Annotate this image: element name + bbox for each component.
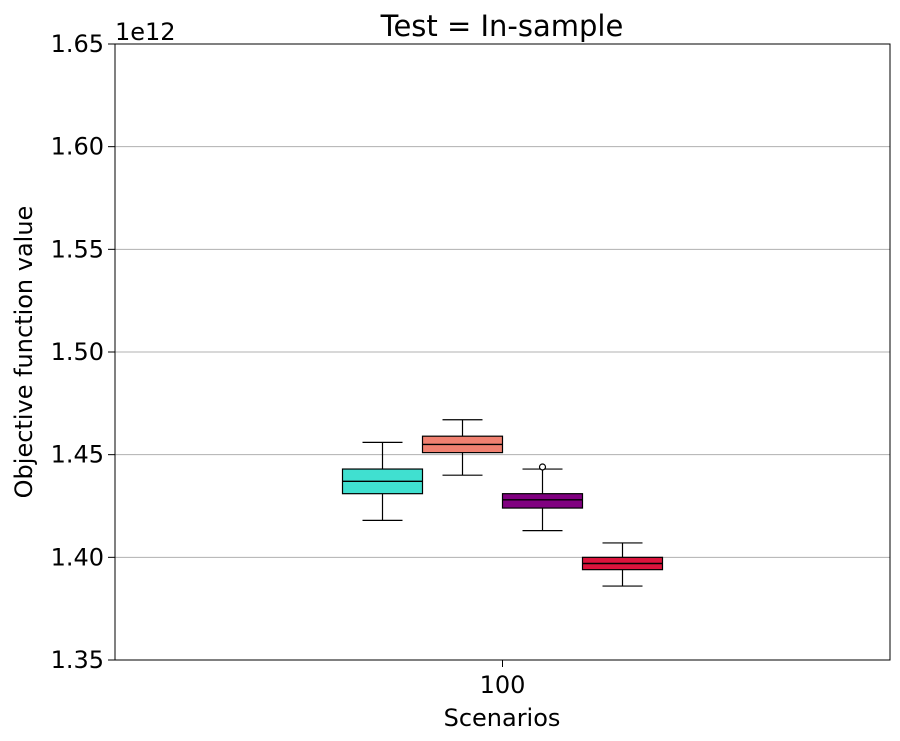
chart-title: Test = In-sample — [380, 9, 624, 43]
y-tick-label: 1.55 — [51, 235, 104, 263]
y-ticks: 1.35 1.40 1.45 1.50 1.55 1.60 1.65 — [51, 30, 115, 674]
y-tick-label: 1.40 — [51, 543, 104, 571]
y-tick-label: 1.35 — [51, 646, 104, 674]
box-plot-4 — [581, 542, 664, 587]
y-offset-label: 1e12 — [115, 18, 176, 46]
box-series — [341, 419, 664, 587]
outlier-point — [538, 463, 547, 471]
box-plot-1 — [341, 441, 424, 521]
y-tick-label: 1.45 — [51, 441, 104, 469]
grid-lines — [115, 146, 890, 558]
y-tick-label: 1.65 — [51, 30, 104, 58]
x-ticks: 100 — [480, 660, 526, 699]
y-axis-label: Objective function value — [10, 206, 38, 499]
box-plot-3 — [501, 463, 584, 532]
y-tick-label: 1.60 — [51, 133, 104, 161]
x-axis-label: Scenarios — [444, 704, 561, 732]
box-iqr — [501, 493, 584, 509]
y-tick-label: 1.50 — [51, 338, 104, 366]
x-tick-label: 100 — [480, 671, 526, 699]
box-plot-2 — [421, 419, 504, 476]
